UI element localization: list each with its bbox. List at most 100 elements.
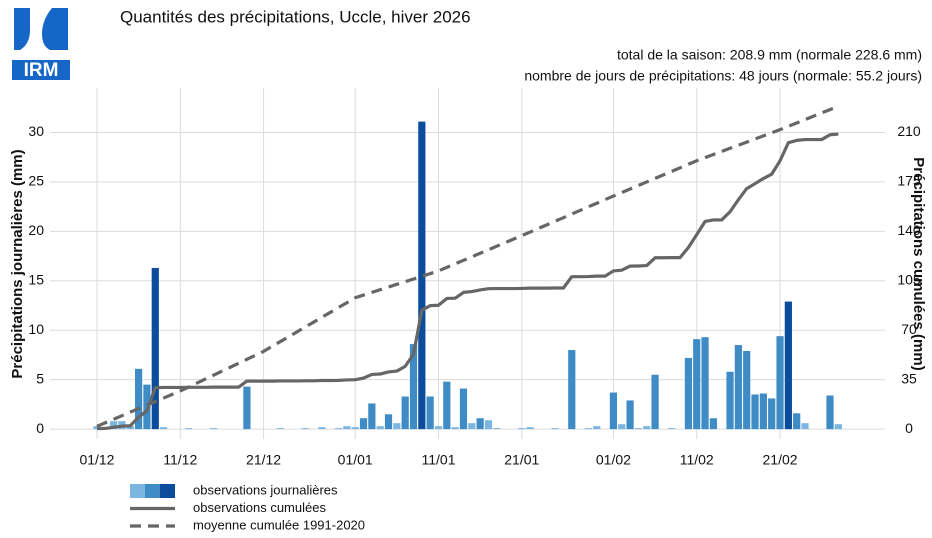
bar — [343, 426, 351, 430]
bar — [793, 413, 801, 430]
y-tick-label: 10 — [28, 321, 44, 337]
bar — [484, 420, 493, 430]
y2-tick-label: 70 — [901, 321, 917, 337]
bar — [318, 427, 326, 430]
bar — [376, 426, 384, 430]
legend-swatch — [145, 484, 160, 498]
bar — [468, 423, 476, 430]
bar — [409, 344, 418, 430]
bar — [551, 428, 559, 430]
bar — [743, 351, 751, 430]
bar — [651, 374, 659, 430]
bar — [493, 428, 501, 430]
y2-tick-label: 105 — [897, 272, 921, 288]
bar — [359, 418, 368, 430]
bar — [618, 424, 626, 430]
bar — [418, 121, 426, 430]
bar — [276, 428, 284, 430]
legend-label: observations journalières — [193, 482, 338, 497]
y2-tick-label: 175 — [897, 173, 921, 189]
logo-text: IRM — [24, 60, 59, 81]
x-tick-label: 21/12 — [246, 452, 281, 468]
subtitle: total de la saison: 208.9 mm (normale 22… — [617, 47, 922, 63]
legend-swatch — [130, 484, 145, 498]
bar — [626, 400, 634, 430]
y-tick-label: 20 — [28, 222, 44, 238]
bar — [384, 414, 393, 430]
bar — [668, 428, 676, 430]
bar — [826, 395, 834, 430]
y-axis-label: Précipitations journalières (mm) — [9, 149, 26, 378]
x-tick-label: 21/01 — [504, 452, 539, 468]
bar — [135, 368, 143, 430]
bar — [334, 428, 343, 430]
y2-tick-label: 210 — [897, 123, 921, 139]
bar — [426, 396, 434, 430]
y-tick-label: 25 — [28, 173, 44, 189]
logo-band — [12, 60, 70, 80]
bar — [160, 427, 168, 430]
y2-tick-label: 140 — [897, 222, 921, 238]
bar — [568, 350, 576, 430]
bar — [701, 337, 709, 430]
logo-shape — [42, 8, 68, 50]
bar — [609, 392, 618, 430]
bar — [451, 427, 459, 430]
bar — [693, 339, 701, 430]
y-tick-label: 30 — [28, 123, 44, 139]
bar — [776, 336, 784, 430]
y2-tick-label: 0 — [905, 420, 913, 436]
bar — [593, 426, 601, 430]
bar — [518, 428, 526, 430]
legend-swatch — [160, 484, 175, 498]
bar — [443, 381, 451, 430]
bar — [126, 426, 134, 430]
x-tick-label: 11/02 — [680, 452, 714, 468]
bar — [459, 388, 468, 430]
bar — [759, 393, 767, 430]
subtitle: nombre de jours de précipitations: 48 jo… — [524, 68, 922, 84]
x-tick-label: 11/12 — [163, 452, 197, 468]
y2-axis-label: Précipitations cumulées (mm) — [910, 157, 927, 370]
logo: IRM — [12, 8, 70, 81]
line — [96, 104, 839, 428]
bar — [184, 428, 193, 430]
bar — [643, 426, 651, 430]
y-tick-label: 0 — [36, 420, 44, 436]
y2-tick-label: 35 — [901, 370, 917, 386]
x-tick-label: 21/02 — [763, 452, 798, 468]
bar — [434, 426, 443, 430]
line — [96, 132, 839, 431]
bar — [301, 428, 309, 430]
y-tick-label: 5 — [36, 370, 44, 386]
bar — [734, 345, 742, 430]
chart-title: Quantités des précipitations, Uccle, hiv… — [120, 7, 471, 26]
bar — [476, 418, 484, 430]
x-tick-label: 01/01 — [338, 452, 373, 468]
x-tick-label: 01/12 — [79, 452, 114, 468]
bar — [209, 428, 218, 430]
bar — [726, 371, 734, 430]
bar — [110, 421, 118, 430]
bar — [151, 267, 159, 430]
bar — [768, 398, 776, 430]
legend-label: moyenne cumulée 1991-2020 — [193, 517, 365, 532]
logo-shape — [14, 8, 30, 50]
bar — [751, 394, 759, 430]
bar — [834, 424, 842, 430]
bar — [709, 418, 717, 430]
bar — [393, 423, 401, 430]
x-tick-label: 01/02 — [596, 452, 631, 468]
bar — [243, 386, 251, 430]
bar — [351, 427, 359, 430]
legend-label: observations cumulées — [193, 500, 326, 515]
bar — [684, 357, 692, 430]
bar — [526, 427, 534, 430]
bar — [801, 423, 809, 430]
y-tick-label: 15 — [28, 272, 44, 288]
bar — [584, 428, 593, 430]
bar — [784, 301, 792, 430]
bar — [401, 396, 409, 430]
bar — [368, 403, 376, 430]
